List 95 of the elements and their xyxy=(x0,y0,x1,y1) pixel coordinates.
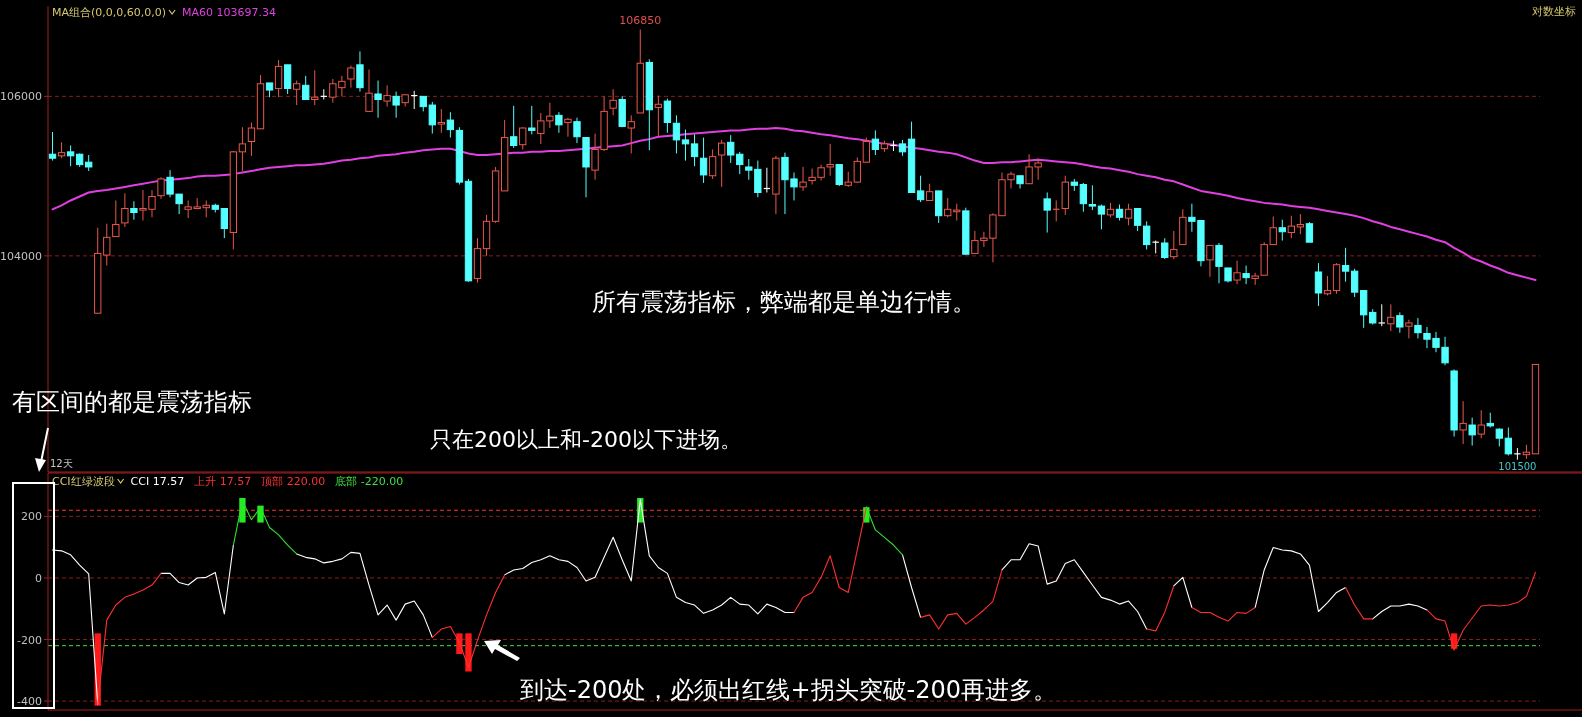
ref-line-label: 顶部 220.00 xyxy=(261,475,326,488)
candlestick xyxy=(799,166,807,192)
y-tick-label: 104000 xyxy=(0,249,42,263)
candlestick xyxy=(871,129,880,156)
candlestick xyxy=(1170,230,1178,260)
candlestick xyxy=(1305,221,1314,243)
candlestick xyxy=(510,105,518,149)
candlestick xyxy=(609,88,617,116)
candlestick xyxy=(663,98,672,134)
candlestick xyxy=(555,111,563,134)
y-tick-label: 200 xyxy=(21,510,42,524)
annotation: 只在200以上和-200以下进场。 xyxy=(430,427,742,452)
candlestick xyxy=(708,148,717,180)
candlestick xyxy=(1323,275,1332,296)
candlestick xyxy=(365,69,373,112)
candlestick xyxy=(1287,215,1295,239)
candlestick xyxy=(437,108,446,134)
candlestick xyxy=(1233,260,1241,285)
candlestick xyxy=(1341,247,1350,283)
annotation: 101500 xyxy=(1498,460,1537,472)
candlestick xyxy=(654,95,663,137)
candlestick xyxy=(302,75,310,101)
candlestick xyxy=(1242,265,1250,285)
candlestick xyxy=(835,164,843,187)
y-tick-label: -400 xyxy=(17,695,42,709)
annotation: 对数坐标 xyxy=(1532,5,1576,18)
text: CCI 17.57 xyxy=(130,475,185,488)
y-tick-label: 106000 xyxy=(0,90,42,104)
candlestick xyxy=(1495,427,1503,447)
candlestick xyxy=(1161,237,1169,260)
annotation: 所有震荡指标，弊端都是单边行情。 xyxy=(592,288,976,316)
candlestick xyxy=(121,192,129,228)
candlestick xyxy=(862,137,870,163)
candlestick xyxy=(274,59,283,98)
candlestick xyxy=(1396,311,1404,334)
candlestick xyxy=(528,105,536,135)
candlestick xyxy=(1124,203,1133,226)
candlestick xyxy=(1088,184,1097,211)
candlestick xyxy=(1377,303,1386,327)
candlestick xyxy=(347,65,355,89)
y-tick-label: -200 xyxy=(17,633,42,647)
candlestick xyxy=(681,129,690,162)
candlestick xyxy=(1278,219,1286,242)
candlestick xyxy=(564,117,572,138)
candlestick xyxy=(130,200,138,221)
candlestick xyxy=(1477,409,1485,439)
candlestick xyxy=(247,121,256,157)
candlestick xyxy=(573,117,581,144)
candlestick xyxy=(1215,242,1223,284)
candlestick xyxy=(238,126,247,172)
candlestick xyxy=(374,80,382,119)
candlestick xyxy=(48,131,57,162)
ref-line-label: 底部 -220.00 xyxy=(335,475,404,488)
candlestick xyxy=(627,114,635,154)
candlestick xyxy=(1097,203,1106,230)
candlestick xyxy=(66,144,75,167)
candlestick xyxy=(1133,207,1142,232)
bar xyxy=(465,633,472,672)
annotation: 到达-200处，必须出红线+拐头突破-200再进多。 xyxy=(520,676,1058,704)
candlestick xyxy=(699,137,708,184)
candlestick xyxy=(1468,417,1476,447)
annotation: 上升 17.57 xyxy=(194,475,252,488)
candlestick xyxy=(220,207,228,239)
candlestick xyxy=(690,133,699,167)
candlestick xyxy=(356,50,364,93)
candlestick xyxy=(283,64,292,95)
candlestick xyxy=(1043,192,1051,234)
candlestick xyxy=(1142,220,1151,250)
candlestick xyxy=(112,199,120,238)
y-tick-label: 0 xyxy=(35,571,42,585)
candlestick xyxy=(519,126,527,150)
candlestick xyxy=(1459,400,1467,445)
candlestick xyxy=(446,111,455,139)
candlestick xyxy=(293,80,301,106)
candlestick xyxy=(311,69,319,106)
annotation: 106850 xyxy=(619,14,662,28)
candlestick xyxy=(916,175,925,203)
candlestick xyxy=(672,114,681,154)
annotation: 有区间的都是震荡指标 xyxy=(12,388,252,416)
candlestick xyxy=(157,176,165,200)
candlestick xyxy=(718,139,726,188)
candlestick xyxy=(1206,244,1214,278)
chart-title: MA组合(0,0,0,60,0,0) xyxy=(52,6,167,19)
candlestick xyxy=(392,91,400,119)
candlestick xyxy=(1405,319,1413,339)
candlestick xyxy=(383,84,391,108)
candlestick xyxy=(1296,213,1305,235)
annotation: 12天 xyxy=(50,458,73,469)
candlestick xyxy=(1350,268,1359,298)
candlestick xyxy=(1314,262,1323,307)
candlestick xyxy=(1414,317,1422,339)
candlestick xyxy=(1079,182,1088,213)
candlestick xyxy=(1387,303,1395,332)
text: MA60 103697.34 xyxy=(182,6,277,19)
candlestick xyxy=(1504,427,1513,456)
